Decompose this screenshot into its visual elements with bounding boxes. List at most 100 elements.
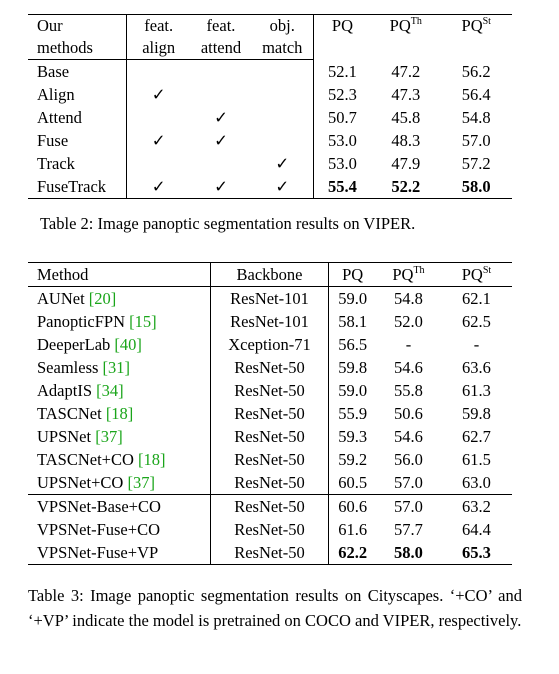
checkmark-cell [251, 129, 314, 152]
citation-link[interactable]: [20] [88, 289, 117, 308]
value-cell: 53.0 [328, 154, 357, 173]
backbone-cell: ResNet-50 [210, 425, 330, 448]
header-cell: Backbone [210, 262, 330, 287]
header-cell: Method [28, 262, 211, 287]
citation-link[interactable]: [18] [138, 450, 166, 469]
checkmark-cell: ✓ [151, 85, 166, 104]
header-cell: align [126, 37, 191, 60]
pq-label: PQ [389, 16, 411, 35]
value-cell: 65.3 [462, 543, 491, 562]
method-name: TASCNet+CO [37, 450, 139, 469]
checkmark-cell: ✓ [151, 131, 166, 150]
table-row: VPSNet-Base+CO ResNet-50 60.6 57.0 63.2 [28, 494, 512, 518]
backbone-cell: ResNet-50 [210, 518, 330, 541]
table2-header-row-2: methods align attend match [28, 37, 512, 60]
method-cell: AdaptIS [34] [28, 379, 211, 402]
method-name: Seamless [37, 358, 103, 377]
value-cell: - [405, 335, 412, 354]
superscript: St [482, 15, 491, 27]
method-name: VPSNet-Fuse+CO [37, 520, 160, 539]
method-name: AUNet [37, 289, 89, 308]
value-cell: - [473, 335, 480, 354]
value-cell: 56.4 [461, 85, 491, 104]
value-cell: 50.7 [328, 108, 357, 127]
method-cell: Track [28, 152, 128, 175]
value-cell: 52.3 [328, 85, 357, 104]
value-cell: 57.7 [394, 520, 423, 539]
table-row: AUNet [20] ResNet-101 59.0 54.8 62.1 [28, 286, 512, 310]
table2-header-row-1: Our feat. feat. obj. PQ PQTh PQSt [28, 14, 512, 37]
value-cell: 58.1 [338, 312, 368, 331]
checkmark-cell: ✓ [151, 177, 166, 196]
table-row: PanopticFPN [15] ResNet-101 58.1 52.0 62.5 [28, 310, 512, 333]
citation-link[interactable]: [31] [102, 358, 131, 377]
method-cell: UPSNet+CO [37] [28, 471, 211, 495]
table-row: TASCNet [18] ResNet-50 55.9 50.6 59.8 [28, 402, 512, 425]
value-cell: 54.8 [461, 108, 491, 127]
table2-body: Base 52.1 47.2 56.2 Align ✓ 52.3 47.3 56.4 Attend… [28, 59, 512, 199]
superscript: St [482, 264, 492, 276]
citation-link[interactable]: [34] [96, 381, 124, 400]
method-cell: Fuse [28, 129, 128, 152]
method-name: VPSNet-Base+CO [37, 497, 161, 516]
table-row: Track ✓ 53.0 47.9 57.2 [28, 152, 512, 175]
checkmark-cell [190, 60, 251, 84]
header-cell: attend [190, 37, 252, 60]
value-cell: 47.2 [391, 61, 421, 81]
table-row: FuseTrack ✓ ✓ ✓ 55.4 52.2 58.0 [28, 175, 512, 199]
value-cell: 52.0 [394, 312, 423, 331]
table-row: DeeperLab [40] Xception-71 56.5- - [28, 333, 512, 356]
backbone-cell: ResNet-50 [210, 494, 330, 518]
citation-link[interactable]: [37] [95, 427, 123, 446]
table-row: Fuse ✓ ✓ 53.0 48.3 57.0 [28, 129, 512, 152]
checkmark-cell [127, 152, 191, 175]
value-cell: 45.8 [391, 108, 421, 127]
table-row: TASCNet+CO [18] ResNet-50 59.2 56.0 61.5 [28, 448, 512, 471]
method-cell: Base [28, 59, 128, 83]
pq-label: PQ [461, 16, 483, 35]
checkmark-cell: ✓ [251, 175, 314, 199]
method-cell: Align [28, 83, 128, 106]
method-cell: DeeperLab [40] [28, 333, 211, 356]
value-cell: 53.0 [328, 131, 357, 150]
value-cell: 54.8 [394, 289, 423, 308]
value-cell: 56.0 [394, 450, 423, 469]
value-cell: 59.2 [338, 450, 368, 469]
method-cell: VPSNet-Base+CO [28, 494, 211, 518]
header-cell-pq-st: PQSt [440, 262, 512, 287]
header-cell: match [251, 37, 314, 60]
value-cell: 61.6 [338, 520, 368, 539]
citation-link[interactable]: [40] [114, 335, 142, 354]
checkmark-cell [251, 59, 314, 83]
header-cell: feat. [144, 16, 174, 35]
value-cell: 61.3 [462, 381, 491, 400]
header-cell-pq: PQ [313, 15, 371, 60]
value-cell: 55.4 [328, 177, 357, 196]
pq-label: PQ [392, 265, 414, 284]
backbone-cell: ResNet-50 [210, 356, 330, 379]
method-name: TASCNet [37, 404, 106, 423]
value-cell: 57.0 [394, 473, 423, 492]
checkmark-cell [251, 106, 314, 129]
citation-link[interactable]: [37] [127, 473, 155, 492]
value-cell: 47.9 [391, 154, 421, 173]
value-cell: 55.9 [338, 404, 368, 423]
value-cell: 58.0 [394, 543, 423, 562]
method-cell: PanopticFPN [15] [28, 310, 211, 333]
method-cell: UPSNet [37] [28, 425, 211, 448]
value-cell: 50.6 [394, 404, 423, 423]
value-cell: 52.2 [391, 177, 421, 196]
value-cell: 57.0 [461, 131, 491, 150]
value-cell: 59.8 [462, 404, 491, 423]
value-cell: 59.0 [338, 289, 368, 308]
pq-label: PQ [461, 265, 483, 284]
value-cell: 64.4 [462, 520, 491, 539]
backbone-cell: ResNet-101 [210, 286, 330, 310]
checkmark-cell [127, 106, 191, 129]
value-cell: 57.2 [461, 154, 491, 173]
table-2-caption: Table 2: Image panoptic segmentation res… [40, 214, 416, 233]
checkmark-cell: ✓ [214, 177, 228, 196]
citation-link[interactable]: [15] [129, 312, 157, 331]
method-name: PanopticFPN [37, 312, 130, 331]
citation-link[interactable]: [18] [105, 404, 134, 423]
